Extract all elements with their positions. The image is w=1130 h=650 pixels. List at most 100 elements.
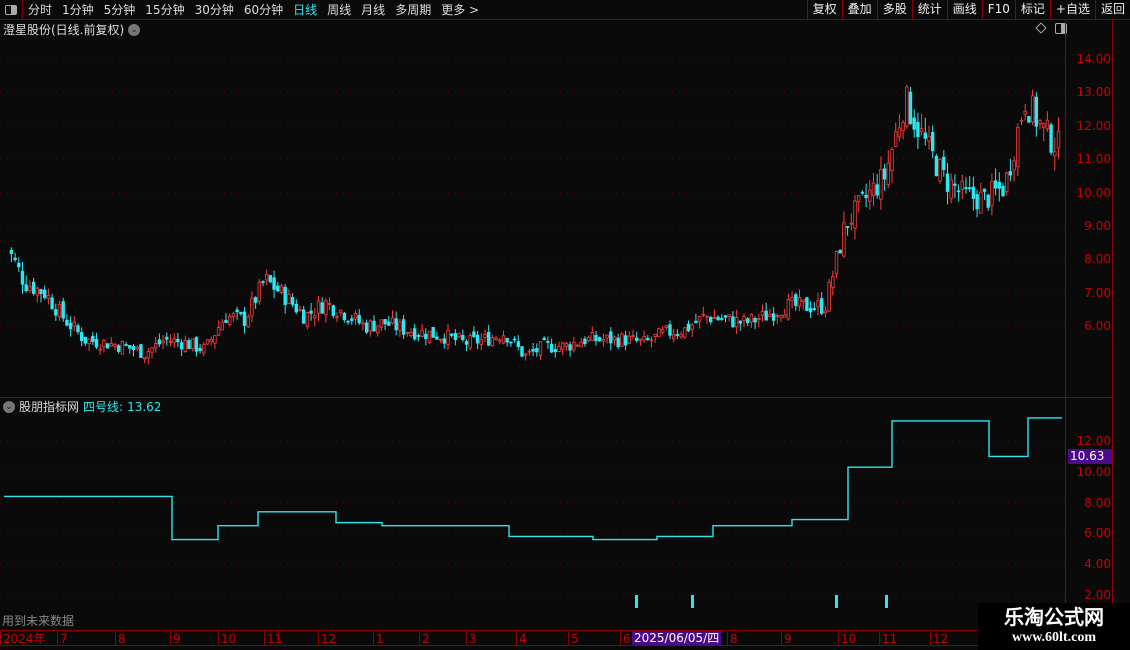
candle-body	[65, 319, 69, 326]
candle-body	[960, 180, 964, 190]
candle-body	[642, 336, 646, 341]
candle-body	[801, 299, 805, 303]
period-3[interactable]: 15分钟	[145, 3, 185, 17]
candle-body	[609, 331, 613, 344]
chevron-down-icon[interactable]: ⌄	[128, 23, 141, 36]
panel-toggle-icon[interactable]	[1055, 23, 1067, 34]
candle-body	[338, 309, 343, 314]
candle-body	[779, 315, 783, 319]
candle-body	[17, 262, 21, 268]
candle-body	[623, 335, 628, 346]
period-2[interactable]: 5分钟	[103, 3, 136, 17]
candle-body	[716, 316, 720, 321]
toolbar-button-7[interactable]: +自选	[1049, 0, 1095, 20]
period-8[interactable]: 月线	[361, 3, 386, 17]
candle-body	[91, 335, 95, 342]
candle-body	[102, 339, 106, 347]
date-label: 8	[115, 632, 126, 646]
candle-body	[264, 274, 269, 281]
period-5[interactable]: 60分钟	[243, 3, 284, 17]
candle-body	[627, 335, 631, 344]
candle-body	[875, 184, 879, 196]
toolbar-button-3[interactable]: 统计	[911, 0, 947, 20]
candle-body	[1030, 95, 1035, 123]
candle-body	[731, 316, 735, 328]
period-0[interactable]: 分时	[28, 3, 53, 17]
candle-body	[486, 331, 491, 346]
candle-body	[187, 340, 191, 350]
candle-body	[353, 312, 358, 320]
candle-body	[346, 320, 350, 323]
period-9[interactable]: 多周期	[395, 3, 432, 17]
candle-body	[468, 334, 472, 349]
candle-body	[927, 135, 931, 142]
price-chart[interactable]	[0, 0, 1113, 630]
indicator-tick: 2.00	[1084, 588, 1111, 602]
candle-body	[401, 319, 406, 335]
toolbar-button-6[interactable]: 标记	[1014, 0, 1050, 20]
candle-body	[805, 297, 809, 312]
candle-body	[694, 320, 698, 324]
candle-body	[1045, 119, 1050, 130]
candle-body	[409, 332, 413, 336]
chevron-down-icon[interactable]: ⌄	[3, 400, 15, 413]
toolbar-button-1[interactable]: 叠加	[841, 0, 877, 20]
candle-body	[712, 317, 717, 319]
period-10[interactable]: 更多 >	[441, 3, 480, 17]
date-label: 10	[218, 632, 236, 646]
candle-body	[253, 297, 258, 303]
candle-body	[405, 331, 409, 334]
candle-body	[879, 169, 883, 200]
candle-body	[982, 188, 987, 192]
candle-body	[209, 339, 213, 342]
candle-body	[771, 313, 776, 321]
period-1[interactable]: 1分钟	[62, 3, 94, 17]
candle-body	[882, 168, 887, 180]
indicator-tick: 6.00	[1084, 526, 1111, 541]
period-4[interactable]: 30分钟	[194, 3, 234, 17]
future-data-warning: 用到未来数据	[2, 614, 75, 628]
candle-body	[54, 309, 58, 316]
toolbar-button-2[interactable]: 多股	[876, 0, 912, 20]
toolbar-button-0[interactable]: 复权	[806, 0, 842, 20]
candle-body	[335, 316, 339, 319]
date-label: 4	[516, 632, 527, 646]
layout-toggle-button[interactable]	[0, 0, 23, 20]
candle-body	[975, 194, 979, 210]
candle-body	[427, 330, 432, 343]
signal-mark	[835, 595, 838, 608]
candle-body	[527, 350, 532, 353]
price-tick: 7.00	[1084, 285, 1111, 300]
candle-body	[105, 343, 110, 349]
candle-body	[649, 339, 654, 342]
candle-body	[350, 318, 354, 321]
candle-body	[412, 328, 417, 340]
candle-body	[668, 324, 672, 336]
candle-body	[579, 341, 583, 348]
candle-body	[768, 314, 772, 317]
candle-body	[327, 303, 332, 305]
candle-body	[749, 314, 754, 323]
candle-body	[509, 341, 513, 344]
date-label: 12	[930, 632, 948, 646]
toolbar-button-5[interactable]: F10	[981, 0, 1015, 20]
candle-body	[968, 187, 972, 190]
candle-body	[834, 251, 839, 274]
candle-body	[727, 314, 731, 317]
candle-body	[524, 353, 528, 356]
toolbar-button-8[interactable]: 返回	[1094, 0, 1130, 20]
candle-body	[586, 336, 591, 342]
period-7[interactable]: 周线	[327, 3, 352, 17]
candle-body	[198, 347, 202, 352]
period-6[interactable]: 日线	[293, 3, 318, 17]
panel-divider	[0, 397, 1113, 398]
candle-body	[342, 312, 347, 321]
candle-body	[227, 315, 232, 325]
candle-body	[239, 312, 243, 315]
candle-body	[120, 341, 125, 355]
candle-body	[757, 318, 761, 321]
candle-body	[298, 309, 302, 312]
candle-body	[1019, 119, 1024, 122]
toolbar-button-4[interactable]: 画线	[946, 0, 982, 20]
candle-body	[442, 338, 446, 344]
